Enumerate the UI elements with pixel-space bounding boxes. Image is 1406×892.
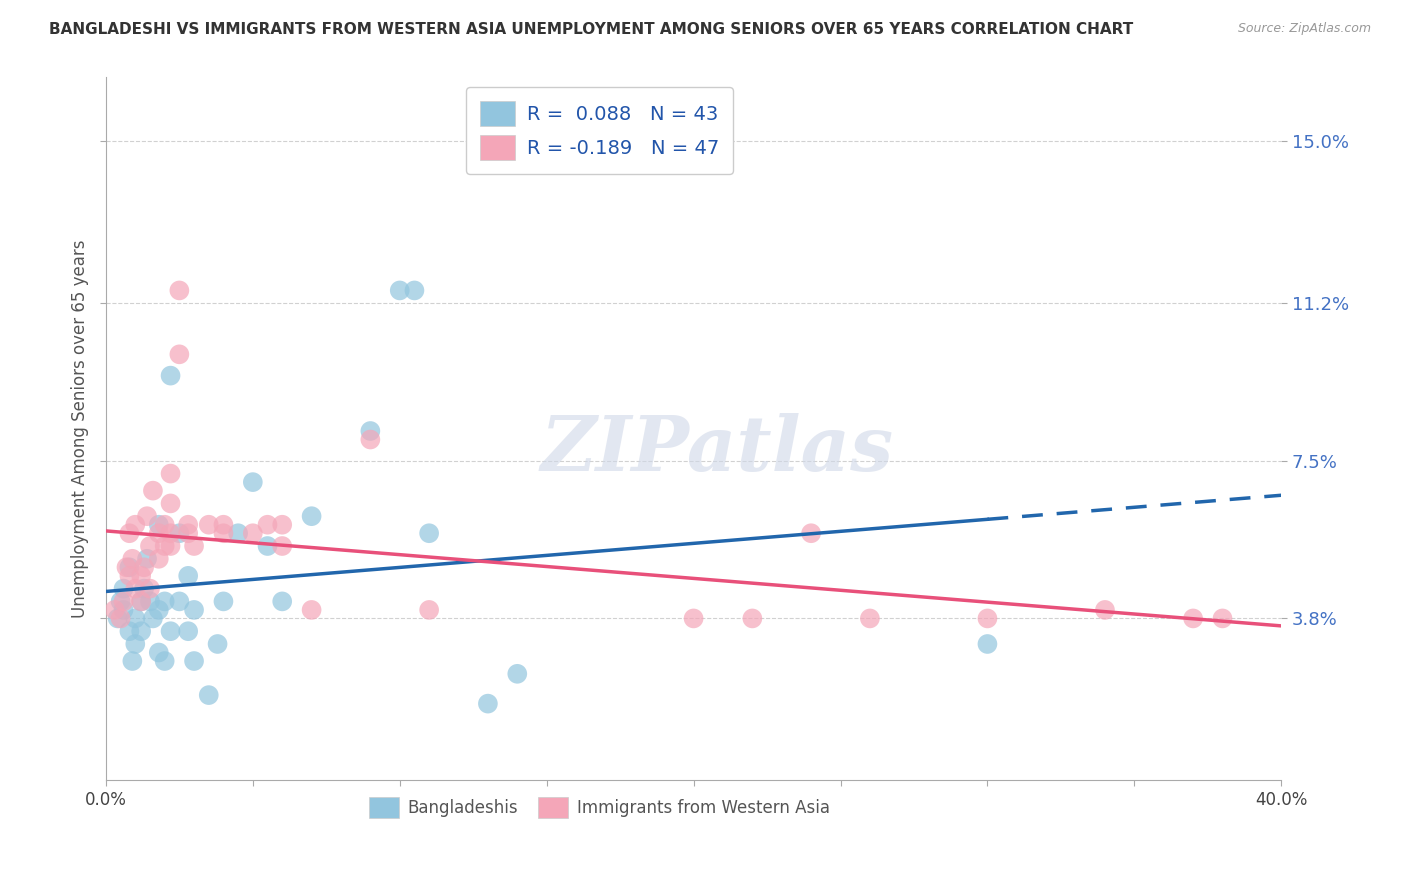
Point — [477, 697, 499, 711]
Point — [110, 594, 132, 608]
Point — [212, 526, 235, 541]
Point — [800, 526, 823, 541]
Point — [148, 646, 170, 660]
Point — [404, 284, 426, 298]
Point — [271, 539, 294, 553]
Point — [118, 569, 141, 583]
Point — [136, 509, 159, 524]
Point — [506, 666, 529, 681]
Point — [124, 611, 146, 625]
Point — [107, 611, 129, 625]
Point — [159, 624, 181, 639]
Point — [301, 603, 323, 617]
Point — [118, 624, 141, 639]
Point — [129, 594, 152, 608]
Point — [359, 433, 381, 447]
Point — [183, 654, 205, 668]
Point — [159, 526, 181, 541]
Y-axis label: Unemployment Among Seniors over 65 years: Unemployment Among Seniors over 65 years — [72, 240, 89, 618]
Point — [256, 517, 278, 532]
Point — [859, 611, 882, 625]
Point — [177, 569, 200, 583]
Point — [153, 517, 176, 532]
Text: BANGLADESHI VS IMMIGRANTS FROM WESTERN ASIA UNEMPLOYMENT AMONG SENIORS OVER 65 Y: BANGLADESHI VS IMMIGRANTS FROM WESTERN A… — [49, 22, 1133, 37]
Point — [124, 582, 146, 596]
Point — [148, 603, 170, 617]
Text: ZIPatlas: ZIPatlas — [540, 413, 894, 487]
Point — [121, 551, 143, 566]
Point — [1211, 611, 1233, 625]
Point — [110, 611, 132, 625]
Point — [159, 368, 181, 383]
Point — [226, 526, 249, 541]
Point — [129, 569, 152, 583]
Point — [136, 551, 159, 566]
Point — [242, 475, 264, 489]
Point — [197, 517, 219, 532]
Point — [169, 347, 191, 361]
Point — [118, 526, 141, 541]
Point — [1094, 603, 1116, 617]
Point — [418, 603, 440, 617]
Point — [169, 594, 191, 608]
Point — [132, 560, 155, 574]
Point — [132, 582, 155, 596]
Point — [359, 424, 381, 438]
Point — [271, 517, 294, 532]
Legend: Bangladeshis, Immigrants from Western Asia: Bangladeshis, Immigrants from Western As… — [363, 790, 837, 825]
Point — [207, 637, 229, 651]
Point — [139, 594, 162, 608]
Point — [142, 611, 165, 625]
Point — [256, 539, 278, 553]
Point — [159, 467, 181, 481]
Point — [741, 611, 763, 625]
Text: Source: ZipAtlas.com: Source: ZipAtlas.com — [1237, 22, 1371, 36]
Point — [183, 539, 205, 553]
Point — [139, 539, 162, 553]
Point — [976, 637, 998, 651]
Point — [112, 594, 135, 608]
Point — [148, 551, 170, 566]
Point — [139, 582, 162, 596]
Point — [177, 526, 200, 541]
Point — [112, 603, 135, 617]
Point — [124, 637, 146, 651]
Point — [153, 594, 176, 608]
Point — [242, 526, 264, 541]
Point — [121, 654, 143, 668]
Point — [159, 539, 181, 553]
Point — [177, 517, 200, 532]
Point — [301, 509, 323, 524]
Point — [129, 624, 152, 639]
Point — [197, 688, 219, 702]
Point — [271, 594, 294, 608]
Point — [112, 582, 135, 596]
Point — [169, 526, 191, 541]
Point — [183, 603, 205, 617]
Point — [115, 560, 138, 574]
Point — [212, 594, 235, 608]
Point — [159, 496, 181, 510]
Point — [142, 483, 165, 498]
Point — [682, 611, 704, 625]
Point — [129, 594, 152, 608]
Point — [148, 517, 170, 532]
Point — [169, 284, 191, 298]
Point — [124, 517, 146, 532]
Point — [104, 603, 127, 617]
Point — [212, 517, 235, 532]
Point — [153, 654, 176, 668]
Point — [118, 560, 141, 574]
Point — [1182, 611, 1205, 625]
Point — [153, 539, 176, 553]
Point — [976, 611, 998, 625]
Point — [418, 526, 440, 541]
Point — [177, 624, 200, 639]
Point — [388, 284, 411, 298]
Point — [148, 526, 170, 541]
